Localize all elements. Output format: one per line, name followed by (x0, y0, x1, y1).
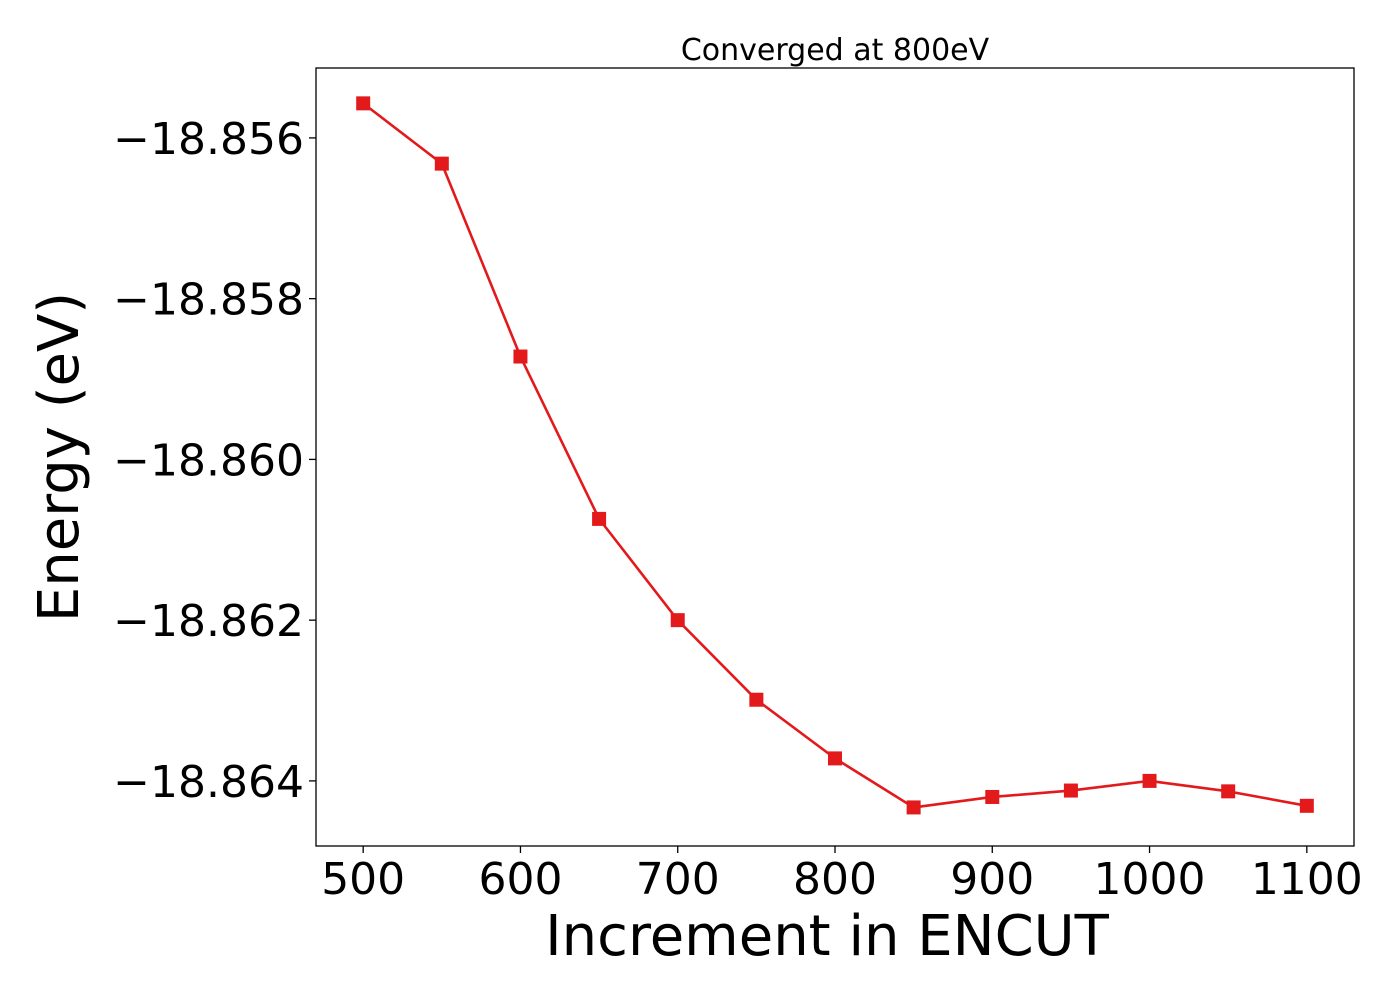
y-tick-label: −18.864 (113, 757, 304, 808)
chart-title: Converged at 800eV (681, 33, 990, 68)
y-tick-label: −18.860 (113, 435, 304, 486)
series-energy (356, 96, 1314, 815)
y-tick-label: −18.856 (113, 114, 304, 165)
x-tick-label: 900 (950, 854, 1034, 905)
data-point (906, 800, 921, 815)
y-tick-label: −18.862 (113, 596, 304, 647)
data-point (1221, 784, 1236, 799)
data-point (828, 751, 842, 766)
x-tick-label: 600 (478, 854, 562, 905)
data-point (670, 613, 685, 628)
data-point (985, 789, 1000, 804)
plot-frame (315, 67, 1355, 847)
x-axis-ticks: 500 600 700 800 900 1000 1100 (321, 846, 1363, 905)
x-tick-label: 800 (793, 854, 877, 905)
x-axis-label: Increment in ENCUT (545, 904, 1110, 969)
series-line (362, 102, 1308, 809)
data-point (513, 349, 528, 364)
data-point (1063, 783, 1078, 798)
x-tick-label: 500 (321, 854, 405, 905)
data-point (592, 511, 607, 526)
data-point (1299, 798, 1314, 813)
data-point (749, 692, 764, 707)
x-tick-label: 1100 (1251, 854, 1363, 905)
data-point (1142, 773, 1157, 788)
y-tick-label: −18.858 (113, 275, 304, 326)
y-axis-label: Energy (eV) (27, 292, 92, 622)
data-point (356, 96, 371, 111)
y-axis-ticks: −18.856 −18.858 −18.860 −18.862 −18.864 (113, 114, 316, 808)
x-tick-label: 1000 (1094, 854, 1206, 905)
data-point (434, 156, 449, 171)
x-tick-label: 700 (636, 854, 720, 905)
